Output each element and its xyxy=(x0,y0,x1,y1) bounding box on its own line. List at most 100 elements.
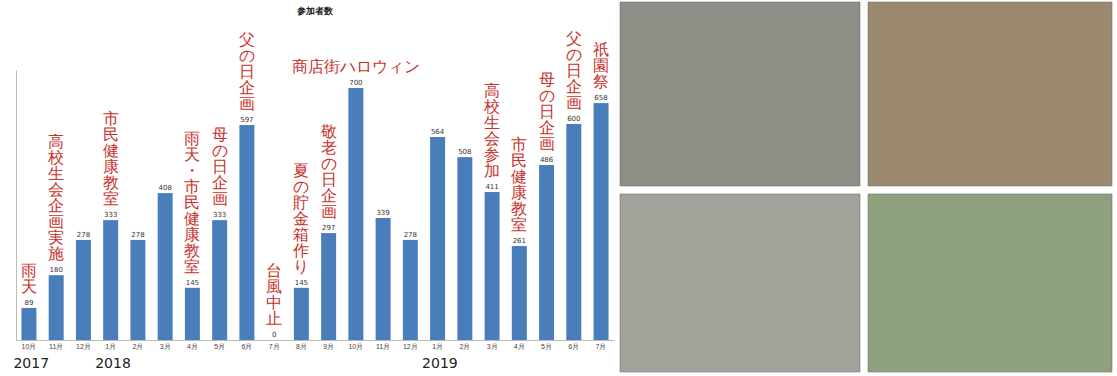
data-label: 145 xyxy=(295,279,308,287)
bar xyxy=(130,240,145,340)
x-tick: 6月 xyxy=(241,340,252,350)
annotation: 父の日企画 xyxy=(239,30,255,113)
x-tick-label: 5月 xyxy=(214,343,225,350)
x-tick-label: 1月 xyxy=(105,343,116,350)
x-tick: 1月 xyxy=(432,340,443,350)
data-label: 508 xyxy=(458,148,471,156)
photo-placeholder xyxy=(620,194,860,372)
data-label: 700 xyxy=(349,79,362,87)
x-tick-label: 7月 xyxy=(269,343,280,350)
bar xyxy=(103,220,118,340)
x-tick-label: 4月 xyxy=(514,343,525,350)
data-labels: 8918027833327840814533359701452977003392… xyxy=(24,79,607,339)
annotation-char: 施 xyxy=(48,244,64,263)
x-tick-label: 2月 xyxy=(459,343,470,350)
x-tick: 12月 xyxy=(76,340,91,350)
x-tick: 11月 xyxy=(376,340,390,350)
x-tick: 10月 xyxy=(22,340,37,350)
bar xyxy=(376,218,391,340)
bar xyxy=(321,233,336,340)
bar xyxy=(430,137,445,340)
annotation: 祇園祭 xyxy=(593,40,609,91)
x-tick-label: 6月 xyxy=(568,343,579,350)
data-label: 333 xyxy=(213,211,226,219)
x-tick-label: 11月 xyxy=(49,343,63,350)
chart-canvas: 参加者数 10月 11月 12月 1月 2月 3月 4月 5月 6月 7月 8月 9月 10月 11月 12月… xyxy=(0,0,1117,376)
bar xyxy=(539,165,554,340)
x-tick-label: 11月 xyxy=(376,343,390,350)
x-tick-label: 3月 xyxy=(487,343,498,350)
chart-title: 参加者数 xyxy=(296,6,334,16)
x-tick-label: 12月 xyxy=(76,343,91,350)
bar xyxy=(76,240,91,340)
annotation: 雨天・市民健康教室 xyxy=(184,129,200,276)
year-label: 2018 xyxy=(95,355,131,371)
x-tick: 3月 xyxy=(160,340,171,350)
annotations: 雨天高校生会企画実施市民健康教室雨天・市民健康教室母の日企画父の日企画台風中止夏… xyxy=(21,29,609,328)
bar xyxy=(185,288,200,340)
photo-placeholder xyxy=(868,194,1112,372)
bar xyxy=(457,157,472,340)
annotation-char: 室 xyxy=(511,215,527,234)
annotation: 商店街ハロウィン xyxy=(292,57,420,76)
x-tick-label: 12月 xyxy=(403,343,418,350)
data-label: 411 xyxy=(485,183,498,191)
annotation-char: 室 xyxy=(103,189,119,208)
annotation-char: 天 xyxy=(21,277,37,296)
x-axis: 10月11月12月1月2月3月4月5月6月7月8月9月10月11月12月1月2月… xyxy=(17,340,615,350)
annotation-char: 加 xyxy=(484,161,500,180)
bar xyxy=(239,125,254,340)
annotation-char: 止 xyxy=(266,309,282,328)
photo-placeholder xyxy=(868,2,1112,186)
bar xyxy=(485,192,500,340)
x-tick-label: 9月 xyxy=(323,343,334,350)
bar xyxy=(566,124,581,340)
bar xyxy=(512,246,527,340)
bars xyxy=(21,88,608,340)
bar xyxy=(21,308,36,340)
annotation: 高校生会企画実施 xyxy=(47,132,64,263)
annotation-char: 祭 xyxy=(593,72,609,91)
bar xyxy=(267,340,282,341)
x-tick: 1月 xyxy=(105,340,116,350)
y-axis-line xyxy=(16,71,17,341)
annotation-char: 画 xyxy=(239,94,255,113)
x-tick: 2月 xyxy=(459,340,470,350)
annotation: 市民健康教室 xyxy=(103,109,119,208)
x-tick-label: 1月 xyxy=(432,343,443,350)
x-tick: 3月 xyxy=(487,340,498,350)
data-label: 278 xyxy=(77,231,90,239)
bar xyxy=(49,275,64,340)
x-tick-label: 5月 xyxy=(541,343,552,350)
data-label: 486 xyxy=(540,156,554,164)
annotation: 母の日企画 xyxy=(539,70,555,153)
x-tick-label: 7月 xyxy=(596,343,607,350)
year-label: 2017 xyxy=(13,355,49,371)
data-label: 180 xyxy=(49,266,62,274)
data-label: 658 xyxy=(594,94,607,102)
annotation: 市民健康教室 xyxy=(511,135,527,234)
data-label: 564 xyxy=(431,128,445,136)
data-label: 261 xyxy=(513,237,526,245)
x-tick-label: 8月 xyxy=(296,343,307,350)
bar xyxy=(294,288,309,340)
x-tick-label: 10月 xyxy=(22,343,37,350)
data-label: 408 xyxy=(158,184,171,192)
data-label: 278 xyxy=(404,231,417,239)
annotation-char: 室 xyxy=(184,257,200,276)
year-labels: 201720182019 xyxy=(13,355,457,371)
x-tick: 9月 xyxy=(323,340,334,350)
x-tick: 7月 xyxy=(596,340,607,350)
bar xyxy=(158,193,173,340)
annotation: 夏の貯金箱作り xyxy=(292,161,309,276)
data-label: 0 xyxy=(272,331,276,339)
annotation: 台風中止 xyxy=(266,261,282,328)
photos xyxy=(620,2,1112,372)
data-label: 278 xyxy=(131,231,144,239)
bar xyxy=(594,103,609,340)
annotation-char: 画 xyxy=(566,93,582,112)
data-label: 297 xyxy=(322,224,335,232)
x-tick: 10月 xyxy=(348,340,363,350)
y-axis xyxy=(16,71,17,341)
x-tick: 4月 xyxy=(514,340,525,350)
